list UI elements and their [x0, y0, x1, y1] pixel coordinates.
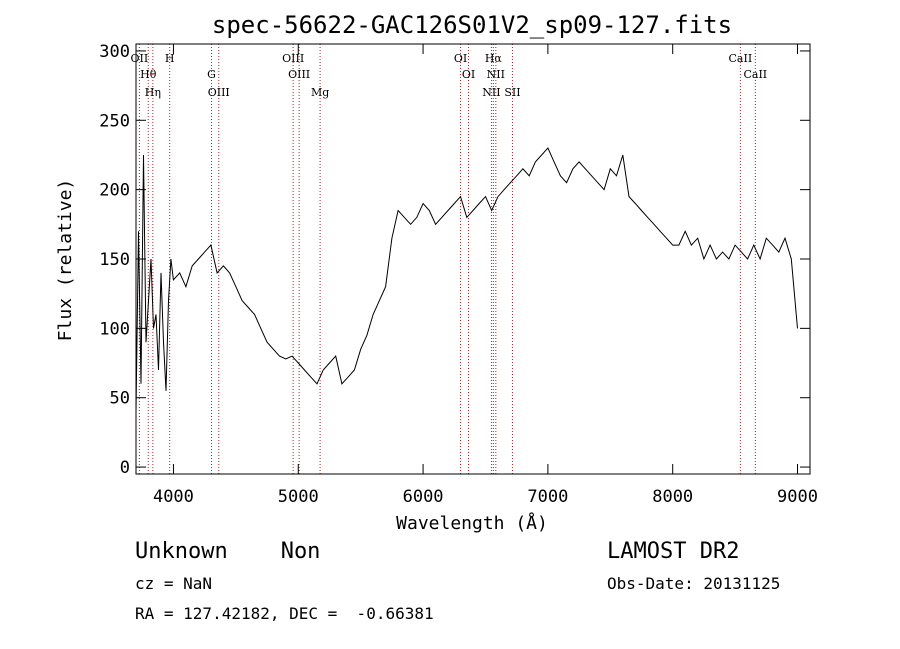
y-tick-label: 50 — [110, 389, 130, 409]
axis-ticks: 4000 5000 6000 7000 8000 9000 0 50 100 150 200 250 3… — [99, 42, 818, 507]
y-tick-label: 100 — [99, 319, 130, 339]
object-class: Unknown Non — [135, 539, 321, 564]
redshift-cz: cz = NaN — [135, 574, 213, 593]
reference-line-label: OIII — [208, 86, 230, 99]
plot-frame — [135, 43, 811, 475]
x-tick-label: 9000 — [777, 487, 818, 507]
x-tick-label: 7000 — [527, 487, 568, 507]
y-tick-label: 0 — [120, 458, 130, 478]
spectrum-series-line — [135, 147, 798, 412]
reference-line-label: OI — [462, 68, 475, 81]
reference-line-label: OIII — [288, 68, 310, 81]
reference-lines: OIIHθHηHGOIIIOIIIOIIIMgOIOINIIHαNIISIICa… — [131, 44, 767, 474]
x-axis-label: Wavelength (Å) — [396, 512, 548, 534]
x-tick-label: 4000 — [153, 487, 194, 507]
reference-line-label: NII — [487, 68, 505, 81]
observation-date: Obs-Date: 20131125 — [607, 574, 781, 593]
reference-line-label: G — [207, 68, 216, 81]
reference-line-label: OI — [454, 52, 467, 65]
reference-line-label: Hα — [485, 52, 503, 65]
coordinates: RA = 127.42182, DEC = -0.66381 — [135, 604, 434, 623]
reference-line-label: OIII — [282, 52, 304, 65]
reference-line-label: NII — [482, 86, 500, 99]
reference-line-label: CaII — [743, 68, 767, 81]
chart-title: spec-56622-GAC126S01V2_sp09-127.fits — [212, 11, 732, 39]
x-tick-label: 5000 — [278, 487, 319, 507]
y-tick-label: 150 — [99, 250, 130, 270]
x-tick-label: 8000 — [652, 487, 693, 507]
survey-label: LAMOST DR2 — [607, 539, 740, 564]
reference-line-label: Mg — [311, 86, 329, 99]
reference-line-label: Hθ — [140, 68, 157, 81]
y-tick-label: 200 — [99, 181, 130, 201]
reference-line-label: CaII — [729, 52, 753, 65]
reference-line-label: Hη — [145, 86, 161, 99]
reference-line-label: OII — [131, 52, 149, 65]
reference-line-label: H — [165, 52, 175, 65]
x-tick-label: 6000 — [403, 487, 444, 507]
y-axis-label: Flux (relative) — [55, 179, 76, 342]
reference-line-label: SII — [504, 86, 520, 99]
y-tick-label: 250 — [99, 111, 130, 131]
y-tick-label: 300 — [99, 42, 130, 62]
